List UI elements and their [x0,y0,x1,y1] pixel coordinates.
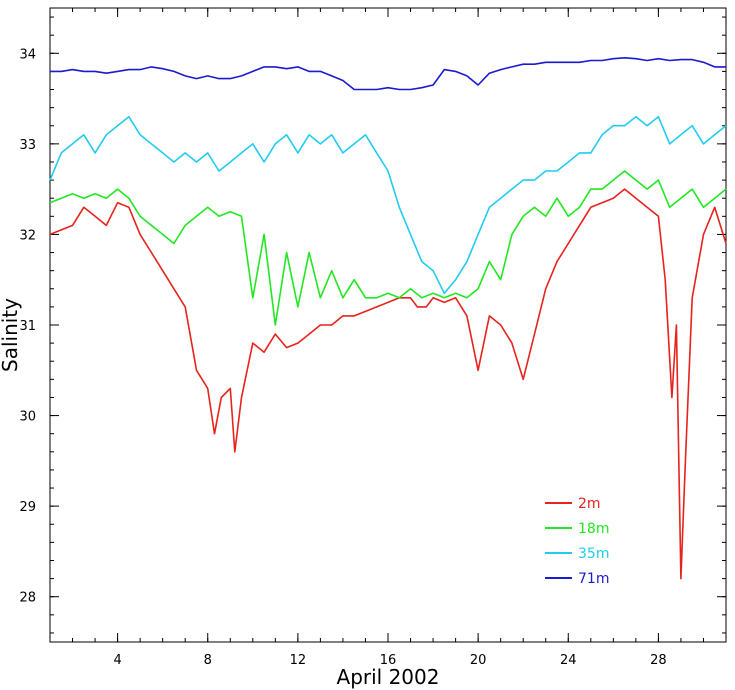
series-line-18m [49,170,727,326]
x-tick-label: 8 [204,653,212,668]
y-tick-label: 34 [19,47,36,62]
legend-label-71m: 71m [578,571,609,587]
x-tick-label: 4 [113,653,121,668]
legend-label-18m: 18m [578,521,609,537]
series-line-71m [50,56,726,91]
legend-label-2m: 2m [578,496,601,512]
x-tick-label: 20 [470,653,487,668]
x-tick-label: 28 [650,653,667,668]
legend: 2m 18m 35m 71m [545,496,609,587]
legend-label-35m: 35m [578,546,609,562]
x-axis-title: April 2002 [337,665,440,689]
y-tick-label: 29 [19,500,36,515]
series-line-2m [49,188,727,580]
y-tick-label: 30 [19,410,36,425]
series-line-35m [49,115,727,295]
tick-layer: 4 8 12 16 20 24 28 28 29 30 31 32 33 34 [19,8,727,668]
x-tick-label: 12 [290,653,307,668]
y-tick-label: 31 [19,319,36,334]
series-layer [49,56,727,580]
y-axis-title: Salinity [0,298,22,372]
x-tick-label: 16 [380,653,397,668]
plot-frame [49,7,727,643]
y-tick-label: 33 [19,138,36,153]
y-tick-label: 28 [19,591,36,606]
x-tick-label: 24 [560,653,577,668]
y-tick-label: 32 [19,228,36,243]
